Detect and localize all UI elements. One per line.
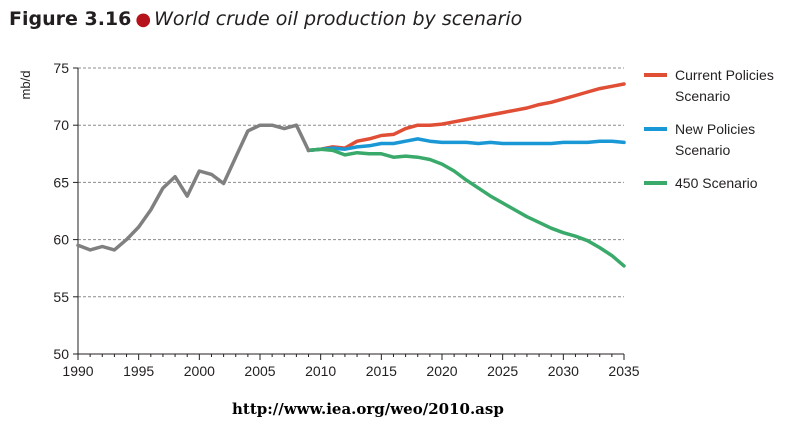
source-url: http://www.iea.org/weo/2010.asp [232,400,504,418]
x-tick-label: 2010 [305,363,336,379]
series-line-new-policies-scenario [306,137,626,153]
figure-subtitle: World crude oil production by scenario [154,8,523,30]
x-tick-label: 2030 [548,363,579,379]
legend-label: 450 Scenario [675,175,758,191]
legend-label: New Policies Scenario [675,121,755,158]
y-tick-label: 60 [53,232,69,248]
series-line-current-policies-scenario [306,82,626,153]
legend: Current Policies Scenario New Policies Scen… [644,67,774,191]
x-tick-label: 2025 [487,363,518,379]
figure-label: Figure 3.16 [9,8,132,30]
y-tick-label: 75 [53,60,69,76]
y-tick-label: 50 [53,346,69,362]
y-tick-label: 55 [53,289,69,305]
legend-label: Current Policies Scenario [675,67,774,104]
series-lines [76,82,626,268]
grid-lines [78,67,624,298]
y-tick-label: 65 [53,174,69,190]
y-axis-label: mb/d [18,71,33,100]
y-tick-label: 70 [53,117,69,133]
bullet-dot-icon: ● [135,9,152,30]
x-tick-label: 2005 [244,363,275,379]
x-tick-label: 2000 [184,363,215,379]
x-tick-label: 2020 [426,363,457,379]
x-tick-label: 2035 [608,363,639,379]
series-line-historical [76,123,311,252]
figure-title: Figure 3.16 ● World crude oil production b… [9,8,522,30]
x-tick-label: 1995 [123,363,154,379]
axes: 50 55 60 65 70 75 1990 1995 2000 2005 2010 2015 2020… [53,60,639,379]
series-line-450-scenario [306,147,626,268]
x-tick-label: 1990 [62,363,93,379]
x-tick-label: 2015 [366,363,397,379]
